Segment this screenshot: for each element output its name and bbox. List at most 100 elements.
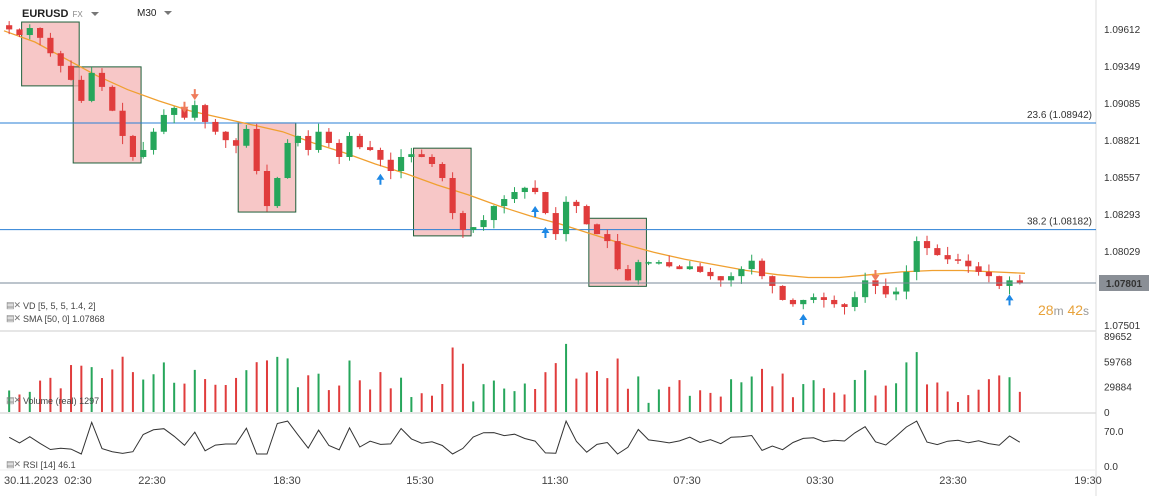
candle-body <box>738 269 745 277</box>
last-price-label: 1.07801 <box>1106 279 1143 290</box>
price-tick-label: 1.08557 <box>1104 173 1141 184</box>
price-tick-label: 1.09085 <box>1104 99 1141 110</box>
volume-bar <box>771 386 774 412</box>
volume-bar <box>719 396 722 412</box>
volume-bar <box>864 370 867 412</box>
volume-bar <box>833 392 836 412</box>
volume-bar <box>987 379 990 412</box>
candle-body <box>542 192 549 214</box>
candle-body <box>212 121 219 132</box>
arrow-down-icon <box>180 101 189 113</box>
candle-body <box>985 271 992 277</box>
indicator-volume[interactable]: ▤✕ Volume (real) 1297 <box>6 395 99 406</box>
time-tick-label: 19:30 <box>1074 475 1102 487</box>
volume-bar <box>296 387 299 412</box>
arrow-up-icon <box>531 206 540 218</box>
candle-body <box>913 241 920 272</box>
candle-body <box>800 299 807 305</box>
price-tick-label: 1.08821 <box>1104 136 1141 147</box>
candle-body <box>232 140 240 146</box>
candle-body <box>862 280 869 298</box>
volume-bar <box>286 358 289 412</box>
chevron-down-icon <box>90 12 99 17</box>
last-price-line: 1.07801 <box>0 275 1149 292</box>
settings-icon[interactable]: ▤✕ <box>6 300 21 310</box>
volume-bar <box>430 395 433 412</box>
candle-body <box>284 142 291 179</box>
volume-bar <box>482 384 485 412</box>
volume-bar <box>121 356 124 412</box>
volume-bar <box>420 393 423 412</box>
settings-icon[interactable]: ▤✕ <box>6 313 21 323</box>
volume-bar <box>884 385 887 412</box>
candle-body <box>666 262 673 267</box>
volume-tick-label: 59768 <box>1104 357 1132 368</box>
volume-bar <box>327 390 330 412</box>
volume-bar <box>575 378 578 412</box>
candle-body <box>356 135 363 148</box>
volume-bar <box>235 377 238 412</box>
grid <box>0 0 1097 496</box>
volume-bar <box>358 380 361 412</box>
settings-icon[interactable]: ▤✕ <box>6 395 21 405</box>
volume-tick-label: 89652 <box>1104 332 1132 343</box>
volume-bar <box>204 379 207 412</box>
candle-body <box>47 37 54 54</box>
volume-bar <box>183 383 186 412</box>
indicator-sma[interactable]: ▤✕ SMA [50, 0] 1.07868 <box>6 313 105 324</box>
volume-bar <box>730 379 733 412</box>
candle-body <box>882 285 889 295</box>
candle-body <box>16 29 23 36</box>
volume-bar <box>214 384 217 412</box>
signal-arrows <box>180 89 1014 325</box>
candle-body <box>428 156 436 164</box>
volume-bar <box>967 395 970 412</box>
candle-body <box>160 114 167 132</box>
volume-bar <box>90 367 93 412</box>
volume-bar <box>255 362 258 412</box>
candle-body <box>707 271 714 277</box>
candle-body <box>315 131 322 150</box>
volume-bar <box>843 394 846 412</box>
volume-bar <box>565 343 568 412</box>
candle-body <box>501 199 508 207</box>
candle-body <box>676 266 683 270</box>
volume-bar <box>616 358 619 412</box>
settings-icon[interactable]: ▤✕ <box>6 459 21 469</box>
candle-body <box>697 266 704 272</box>
candle-body <box>191 105 198 118</box>
volume-bar <box>936 382 939 412</box>
fib-label: 38.2 (1.08182) <box>1027 217 1092 228</box>
symbol-selector[interactable]: EURUSD FX <box>22 8 99 20</box>
volume-bar <box>59 388 62 412</box>
indicator-vd[interactable]: ▤✕ VD [5, 5, 5, 1.4, 2] <box>6 300 96 311</box>
volume-bar <box>317 373 320 412</box>
volume-bar <box>173 382 176 412</box>
candles <box>6 21 1023 315</box>
axes: 1.09612 1.09349 1.09085 1.08821 1.08557 1.082… <box>4 25 1141 487</box>
candle-body <box>336 142 343 157</box>
time-tick-label: 15:30 <box>406 475 434 487</box>
time-tick-label: 18:30 <box>273 475 301 487</box>
volume-bar <box>131 372 134 412</box>
volume-bar <box>657 389 660 412</box>
volume-bar <box>791 397 794 412</box>
candle-body <box>377 149 384 160</box>
volume-bar <box>761 368 764 412</box>
volume-bar <box>348 360 351 412</box>
volume-bar <box>513 391 516 412</box>
candle-body <box>655 262 662 264</box>
volume-bar <box>956 402 959 412</box>
indicator-rsi[interactable]: ▤✕ RSI [14] 46.1 <box>6 459 76 470</box>
arrow-up-icon <box>1005 294 1014 306</box>
candle-body <box>171 107 178 115</box>
candle-body <box>511 192 518 200</box>
volume-bar <box>441 384 444 412</box>
timeframe-selector[interactable]: M30 <box>137 8 173 19</box>
candle-body <box>841 304 848 307</box>
candle-body <box>892 291 900 295</box>
volume-bar <box>307 375 310 412</box>
price-tick-label: 1.07501 <box>1104 321 1141 332</box>
candle-body <box>789 299 797 305</box>
